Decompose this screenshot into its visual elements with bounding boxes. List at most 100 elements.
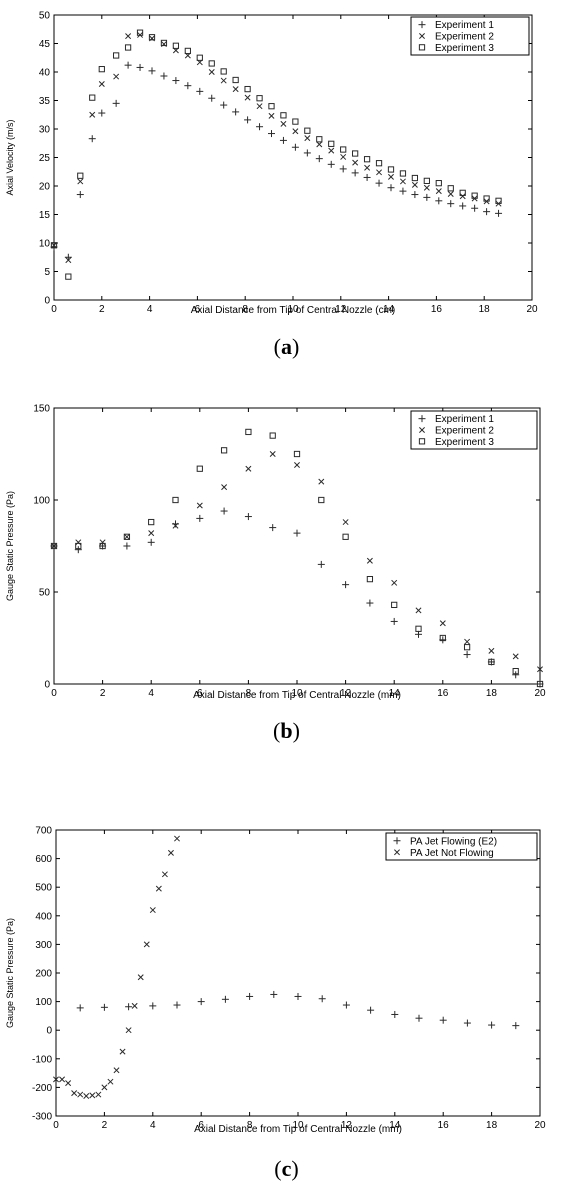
legend-label: PA Jet Flowing (E2) xyxy=(410,836,497,847)
data-point xyxy=(411,191,419,199)
data-point xyxy=(245,465,252,472)
data-point xyxy=(75,539,82,546)
data-point xyxy=(74,546,82,554)
data-point xyxy=(71,1090,78,1097)
x-tick-label: 20 xyxy=(526,304,538,315)
data-point xyxy=(537,666,543,673)
data-point xyxy=(196,54,203,61)
x-tick-label: 6 xyxy=(197,688,203,699)
caption-a: (a) xyxy=(273,334,300,359)
data-point xyxy=(293,450,301,458)
y-tick-label: 400 xyxy=(35,911,52,922)
data-point xyxy=(388,173,394,180)
data-point xyxy=(352,150,359,157)
data-point xyxy=(366,599,374,607)
y-axis-label-c: Gauge Static Pressure (Pa) xyxy=(5,918,15,1028)
series-c-1 xyxy=(76,990,520,1030)
data-point xyxy=(123,542,131,550)
legend-label: Experiment 3 xyxy=(435,43,494,54)
x-tick-label: 12 xyxy=(340,688,352,699)
data-point xyxy=(256,95,263,102)
data-point xyxy=(342,533,349,540)
y-axis-label-b: Gauge Static Pressure (Pa) xyxy=(5,491,15,601)
x-tick-label: 12 xyxy=(341,1120,353,1131)
data-point xyxy=(318,478,325,485)
x-tick-label: 4 xyxy=(150,1120,156,1131)
x-tick-label: 18 xyxy=(486,1120,498,1131)
x-tick-label: 8 xyxy=(246,688,252,699)
data-point xyxy=(184,82,192,90)
x-tick-label: 0 xyxy=(51,688,57,699)
data-point xyxy=(471,204,479,212)
data-point xyxy=(342,519,349,526)
data-point xyxy=(435,197,443,205)
data-point xyxy=(268,103,275,110)
plot-frame-c xyxy=(55,829,541,1117)
data-point xyxy=(89,94,96,101)
y-tick-label: 200 xyxy=(35,969,52,980)
y-tick-label: 100 xyxy=(33,496,50,507)
x-tick-label: 4 xyxy=(147,304,153,315)
x-tick-label: 14 xyxy=(389,688,401,699)
y-tick-label: 0 xyxy=(44,680,50,691)
series-a-1 xyxy=(50,61,503,261)
series-a-3 xyxy=(50,29,502,280)
legend-label: PA Jet Not Flowing xyxy=(410,848,494,859)
legend-marker xyxy=(418,44,426,51)
data-point xyxy=(399,170,407,177)
data-point xyxy=(196,465,203,472)
data-point xyxy=(447,185,454,192)
data-point xyxy=(304,135,311,142)
data-point xyxy=(363,156,371,163)
data-point xyxy=(137,974,144,981)
data-point xyxy=(51,242,57,249)
data-point xyxy=(495,209,503,217)
data-point xyxy=(208,94,216,102)
data-point xyxy=(143,941,150,948)
x-tick-label: 20 xyxy=(534,688,546,699)
data-point xyxy=(279,136,287,144)
chart-a: 0 2 4 6 8 10 12 14 16 18 20 0 5 10 15 20 25 30 35 40 45 50 Axi… xyxy=(5,11,538,317)
data-point xyxy=(160,39,168,47)
data-point xyxy=(53,1076,59,1083)
data-point xyxy=(411,174,419,182)
data-point xyxy=(98,66,105,73)
caption-c: (c) xyxy=(274,1156,299,1181)
data-point xyxy=(376,169,383,176)
data-point xyxy=(98,109,106,117)
data-point xyxy=(161,871,168,878)
data-point xyxy=(148,67,156,75)
x-tick-label: 20 xyxy=(534,1120,546,1131)
data-point xyxy=(76,191,84,199)
x-tick-label: 6 xyxy=(195,304,201,315)
data-point xyxy=(269,451,276,457)
data-point xyxy=(459,193,466,200)
data-point xyxy=(123,533,130,540)
data-point xyxy=(196,514,204,522)
data-point xyxy=(245,428,252,436)
data-point xyxy=(77,178,84,185)
data-point xyxy=(391,601,398,609)
data-point xyxy=(51,543,57,549)
data-point xyxy=(512,667,519,675)
data-point xyxy=(244,513,252,521)
legend-c: PA Jet Flowing (E2)PA Jet Not Flowing xyxy=(385,832,538,861)
data-point xyxy=(415,630,422,638)
y-tick-label: 35 xyxy=(39,96,51,107)
y-tick-label: 0 xyxy=(46,1026,52,1037)
data-point xyxy=(303,149,311,157)
y-tick-label: 100 xyxy=(35,997,52,1008)
data-point xyxy=(423,193,431,201)
data-point xyxy=(352,159,359,166)
data-point xyxy=(364,164,371,171)
data-point xyxy=(220,77,227,84)
data-point xyxy=(316,136,323,143)
data-point xyxy=(292,118,299,125)
x-tick-label: 6 xyxy=(198,1120,204,1131)
x-tick-label: 2 xyxy=(99,304,105,315)
data-point xyxy=(342,1001,350,1009)
data-point xyxy=(107,1078,114,1085)
data-point xyxy=(327,160,335,168)
data-point xyxy=(50,242,58,249)
data-point xyxy=(339,165,347,173)
